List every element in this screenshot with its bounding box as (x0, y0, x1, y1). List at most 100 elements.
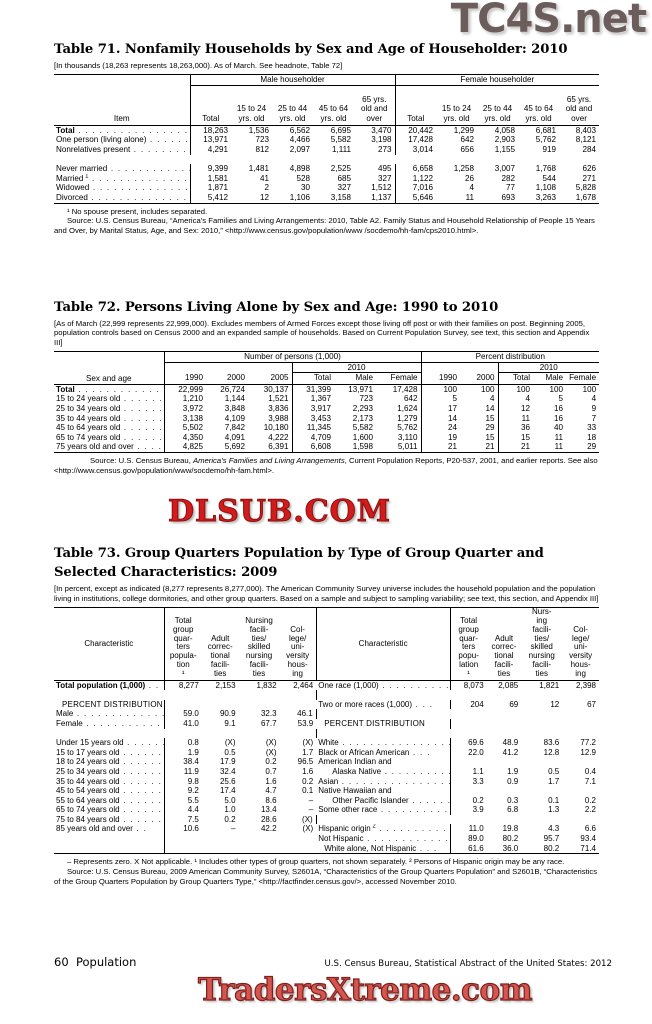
col-header: 25 to 44 yrs. old (477, 85, 518, 125)
col-header-line: old and (565, 104, 593, 114)
data-cell: 77.2 (580, 738, 596, 748)
dot-leader: . . . . . . . . . . . . . . . . . . . . … (76, 709, 164, 719)
data-cell: 38.4 (163, 757, 202, 767)
row-label: 75 years old and over . . . . (54, 442, 164, 453)
data-cell: 96.5 (297, 757, 314, 767)
data-cell: 1,155 (494, 145, 516, 155)
col-header: 2005 (270, 373, 289, 383)
col-header-line: quar- (173, 633, 193, 643)
table-71: Male householder Female householder Item T… (54, 74, 600, 204)
data-cell: 3,988 (268, 413, 289, 423)
dot-leader: . . . . . . (119, 757, 163, 767)
dot-leader: . . . . . . . . . . . . . . . . . . . . … (92, 173, 190, 183)
data-cell: 3,158 (313, 193, 354, 204)
table-row: 75 to 84 years old . . . . . . 7.5 0.2 28.… (54, 814, 599, 825)
table-row: PERCENT DISTRIBUTION Two or more races (1… (54, 699, 599, 710)
row-label-text: 25 to 34 years old (56, 766, 120, 776)
row-label-text: PERCENT DISTRIBUTION (324, 718, 425, 728)
data-cell: 18,263 (189, 124, 231, 136)
data-cell: 544 (542, 173, 557, 183)
data-cell: 1,581 (189, 173, 231, 184)
col-header-line: 15 to 24 (236, 104, 267, 114)
data-cell: 5,762 (397, 423, 418, 433)
row-label: 15 to 24 years old . . . . . . . . (54, 394, 164, 404)
data-cell (521, 719, 562, 729)
dot-leader: . . . . . . (119, 776, 163, 786)
data-cell (487, 786, 522, 796)
spacer-row (315, 814, 599, 825)
data-cell: 12 (550, 699, 560, 709)
dot-leader: . . . . . . . . . . . . . . . . . (380, 805, 450, 815)
col-header-line: skilled (530, 642, 553, 652)
dot-leader: . . . . . . (123, 738, 165, 748)
data-cell: – (308, 805, 314, 815)
data-cell: 4,291 (189, 145, 231, 155)
data-cell: 0.2 (449, 795, 487, 806)
data-cell: 3,972 (163, 403, 206, 414)
data-cell: 0.2 (302, 776, 314, 786)
data-cell: 5 (420, 394, 461, 404)
group-header-percent: Percent distribution (420, 351, 600, 363)
stub-header-right: Characteristic (315, 607, 451, 681)
data-cell: 36 (497, 423, 534, 433)
page-footer: 60 Population U.S. Census Bureau, Statis… (54, 955, 612, 969)
col-header-line: over (571, 113, 587, 123)
row-label: Under 15 years old . . . . . . (54, 738, 164, 748)
data-cell: 6,562 (272, 124, 313, 136)
data-cell: 1,521 (268, 394, 289, 404)
data-cell: 4,709 (291, 432, 334, 443)
col-header-left: Col-lege/uni-versity hous-ing (279, 607, 317, 681)
row-label-text: Widowed (56, 183, 90, 193)
table-row: Total . . . . . . . . . . . . . . . . . … (54, 383, 600, 395)
col-header-line: lege/ (571, 633, 590, 643)
col-header: Total (189, 85, 231, 126)
data-cell: 6,391 (248, 442, 292, 453)
data-cell: (X) (265, 747, 277, 757)
table-row: Under 15 years old . . . . . . 0.8 (X) (X)… (54, 738, 599, 748)
data-cell: 3,014 (394, 145, 437, 155)
table-row: 55 to 64 years old . . . . . . 5.5 5.0 8.6… (54, 795, 599, 806)
col-header-line: yrs. old (279, 113, 306, 123)
data-cell: 69 (509, 699, 519, 709)
data-cell: 33 (587, 423, 597, 433)
row-label-text: 25 to 34 years old (56, 403, 121, 413)
row-label-text: 65 to 74 years old (56, 432, 121, 442)
col-header-right: Nurs-ing facili-ties/skilled nursing facili… (521, 607, 563, 681)
row-label-text: Female (56, 718, 83, 728)
row-label-text: Nonrelatives present (56, 145, 131, 155)
data-cell: 2,173 (352, 413, 373, 423)
dot-leader: . . . . . . . . . . . . . . . . . . . . … (78, 384, 164, 394)
data-cell: 32.3 (260, 709, 277, 719)
table-row (54, 690, 599, 700)
data-cell: 11 (533, 442, 567, 453)
col-header-line (231, 95, 272, 104)
row-label-text: One race (1,000) (318, 680, 379, 690)
data-cell: 1,821 (521, 679, 563, 691)
col-header-line: uni- (290, 642, 305, 652)
data-cell: 4,466 (289, 135, 310, 145)
col-header-line: ties (535, 668, 548, 678)
col-header: Total (394, 85, 437, 126)
row-label-text: PERCENT DISTRIBUTION (62, 699, 163, 709)
dot-leader: . . . . . . . . . . . . . . . . . . . . … (86, 718, 164, 728)
data-cell: 1.7 (302, 747, 314, 757)
table-row: Never married . . . . . . . . . . . . . … (54, 164, 599, 174)
data-cell: 626 (582, 164, 597, 174)
data-cell: (X) (302, 824, 314, 834)
row-label: Black or African American . . . (316, 748, 450, 758)
col-header-line: quar- (459, 633, 478, 643)
data-cell: 8,073 (449, 679, 487, 691)
table-row: One person (living alone) . . . . . . . … (54, 135, 599, 146)
data-cell: 59.0 (163, 709, 202, 719)
data-cell: 0.1 (302, 786, 314, 796)
col-header-line (396, 95, 437, 104)
data-cell: 100 (566, 383, 600, 395)
col-header-line: tional (210, 651, 230, 661)
data-cell: 5,762 (535, 135, 557, 145)
table-73-notes: – Represents zero. X Not applicable. ¹ I… (54, 857, 599, 886)
data-cell: 1,624 (397, 403, 418, 413)
row-label-text: Male (56, 709, 74, 719)
data-cell: 1,258 (453, 164, 475, 174)
row-label-text: 85 years old and over (56, 824, 133, 834)
